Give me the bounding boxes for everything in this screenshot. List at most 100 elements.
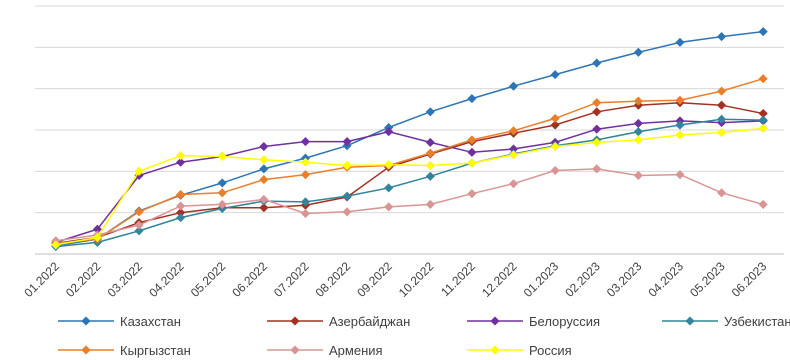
x-tick-label: 10.2022 bbox=[396, 259, 437, 300]
x-tick-label: 08.2022 bbox=[313, 259, 354, 300]
series-line bbox=[55, 101, 764, 245]
legend-item: Белоруссия bbox=[467, 314, 600, 329]
data-point bbox=[217, 178, 227, 188]
data-point bbox=[633, 126, 644, 137]
data-point bbox=[259, 194, 269, 205]
data-point bbox=[592, 137, 602, 148]
legend-label: Азербайджан bbox=[329, 314, 410, 329]
legend-label: Россия bbox=[529, 343, 572, 358]
data-point bbox=[134, 220, 144, 230]
legend-item: Казахстан bbox=[58, 314, 181, 329]
data-point bbox=[134, 207, 144, 217]
data-point bbox=[758, 199, 768, 210]
series-line bbox=[55, 120, 764, 244]
data-point bbox=[592, 98, 602, 108]
data-point bbox=[550, 69, 560, 80]
data-point bbox=[675, 95, 685, 105]
data-point bbox=[425, 199, 435, 210]
data-point bbox=[217, 151, 227, 162]
data-point bbox=[175, 157, 186, 167]
data-point bbox=[675, 37, 685, 48]
data-point bbox=[592, 164, 602, 174]
data-point bbox=[592, 124, 602, 134]
data-point bbox=[300, 197, 311, 207]
legend-marker bbox=[290, 316, 300, 326]
data-point bbox=[259, 141, 269, 152]
data-point bbox=[300, 157, 311, 167]
x-tick-label: 02.2023 bbox=[562, 259, 603, 300]
x-tick-label: 01.2023 bbox=[521, 259, 562, 300]
series-7 bbox=[51, 123, 768, 250]
legend-label: Кыргызстан bbox=[120, 343, 191, 358]
data-point bbox=[425, 148, 435, 158]
legend-item: Узбекистан bbox=[662, 314, 790, 329]
x-tick-label: 06.2023 bbox=[729, 259, 770, 300]
data-point bbox=[425, 171, 435, 181]
data-point bbox=[675, 169, 685, 180]
data-point bbox=[508, 126, 519, 136]
data-point bbox=[92, 232, 103, 243]
legend-item: Россия bbox=[467, 343, 572, 358]
series-line bbox=[55, 168, 764, 242]
data-point bbox=[508, 81, 519, 91]
data-point bbox=[300, 169, 311, 180]
x-tick-label: 04.2022 bbox=[146, 259, 187, 300]
data-point bbox=[716, 100, 727, 110]
data-point bbox=[384, 126, 394, 137]
data-point bbox=[217, 188, 227, 198]
legend-label: Узбекистан bbox=[724, 314, 790, 329]
x-tick-label: 01.2022 bbox=[21, 259, 62, 300]
data-point bbox=[508, 179, 519, 189]
data-point bbox=[259, 174, 269, 185]
series-line bbox=[55, 30, 764, 247]
data-point bbox=[175, 150, 186, 161]
legend-marker bbox=[81, 345, 91, 355]
series-line bbox=[55, 127, 764, 246]
data-point bbox=[467, 188, 477, 199]
data-point bbox=[51, 240, 61, 250]
legend-item: Кыргызстан bbox=[58, 343, 191, 358]
data-point bbox=[175, 212, 186, 223]
grid-layer bbox=[35, 5, 784, 255]
data-point bbox=[716, 127, 727, 138]
data-point bbox=[508, 150, 519, 160]
data-point bbox=[217, 199, 227, 210]
x-tick-label: 07.2022 bbox=[271, 259, 312, 300]
data-point bbox=[134, 226, 144, 236]
data-point bbox=[134, 166, 144, 176]
data-point bbox=[675, 130, 685, 140]
data-point bbox=[758, 115, 768, 125]
data-point bbox=[716, 188, 727, 198]
series-line bbox=[55, 77, 764, 245]
legend-item: Азербайджан bbox=[267, 314, 410, 329]
x-tick-label: 03.2022 bbox=[105, 259, 146, 300]
series-4 bbox=[51, 114, 768, 252]
data-point bbox=[633, 170, 644, 181]
x-tick-label: 12.2022 bbox=[479, 259, 520, 300]
x-tick-label: 02.2022 bbox=[63, 259, 104, 300]
data-point bbox=[384, 183, 394, 193]
data-point bbox=[342, 160, 352, 171]
data-point bbox=[758, 26, 768, 37]
data-point bbox=[425, 137, 435, 148]
data-point bbox=[300, 136, 311, 147]
data-point bbox=[550, 141, 560, 152]
data-point bbox=[633, 96, 644, 106]
data-point bbox=[633, 47, 644, 57]
x-tick-label: 06.2022 bbox=[229, 259, 270, 300]
data-point bbox=[259, 164, 269, 174]
data-point bbox=[342, 191, 352, 201]
data-point bbox=[550, 165, 560, 176]
data-point bbox=[467, 147, 477, 157]
data-point bbox=[716, 31, 727, 42]
data-point bbox=[758, 123, 768, 134]
x-tick-label: 05.2022 bbox=[188, 259, 229, 300]
data-point bbox=[550, 113, 560, 124]
x-tick-layer: 01.2022 02.2022 03.2022 04.2022 05.2022 06.20… bbox=[21, 259, 769, 300]
data-point bbox=[175, 201, 186, 211]
legend-marker bbox=[490, 345, 500, 355]
data-point bbox=[467, 135, 477, 145]
data-point bbox=[384, 202, 394, 212]
x-tick-label: 11.2022 bbox=[438, 259, 478, 299]
